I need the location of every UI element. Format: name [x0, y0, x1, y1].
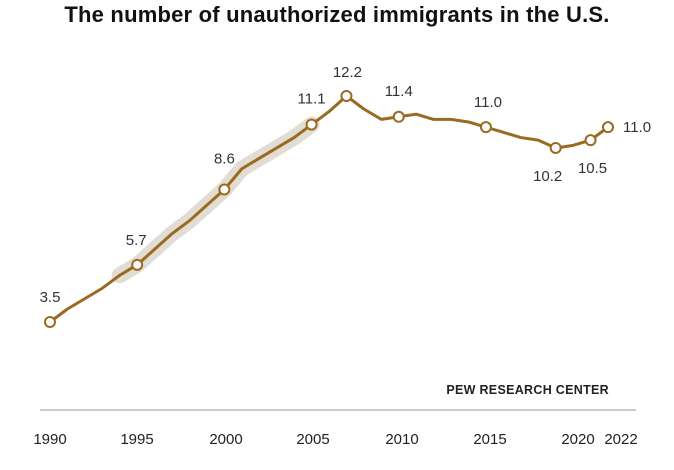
- data-point: [131, 258, 144, 271]
- data-label: 3.5: [40, 289, 61, 306]
- x-axis-ticks: 1990 1995 2000 2005 2010 2015 2020 2022: [33, 431, 637, 448]
- x-tick-label: 2010: [385, 431, 418, 448]
- data-label: 12.2: [333, 64, 362, 81]
- data-label: 11.0: [623, 119, 651, 136]
- data-point: [549, 141, 562, 154]
- data-label: 5.7: [126, 232, 147, 249]
- x-tick-label: 2022: [604, 431, 637, 448]
- x-tick-label: 1990: [33, 431, 66, 448]
- data-point: [584, 134, 597, 147]
- series-line: [48, 94, 610, 324]
- x-tick-label: 1995: [120, 431, 153, 448]
- series-line-layer: [48, 94, 610, 324]
- data-label: 10.2: [533, 168, 562, 185]
- data-point-layer: [44, 90, 614, 328]
- data-point: [479, 121, 492, 134]
- data-label: 11.4: [385, 83, 413, 100]
- data-label: 11.0: [474, 94, 502, 111]
- data-label: 8.6: [214, 151, 235, 168]
- data-label: 10.5: [578, 160, 607, 177]
- data-point: [305, 118, 318, 131]
- data-point: [602, 121, 614, 134]
- data-point: [340, 90, 353, 102]
- data-point: [44, 316, 56, 328]
- x-tick-label: 2015: [473, 431, 506, 448]
- data-point: [392, 110, 405, 123]
- data-label-layer: 3.5 5.7 8.6 11.1 12.2 11.4 11.0 10.2 10.5 11.0: [40, 64, 652, 306]
- uncertainty-band: [111, 116, 320, 284]
- uncertainty-band-layer: [111, 116, 320, 284]
- data-label: 11.1: [298, 91, 326, 108]
- source-credit: PEW RESEARCH CENTER: [446, 383, 609, 397]
- x-tick-label: 2020: [561, 431, 594, 448]
- x-tick-label: 2000: [209, 431, 242, 448]
- data-point: [218, 183, 231, 196]
- chart-title: The number of unauthorized immigrants in…: [64, 2, 610, 27]
- x-tick-label: 2005: [296, 431, 329, 448]
